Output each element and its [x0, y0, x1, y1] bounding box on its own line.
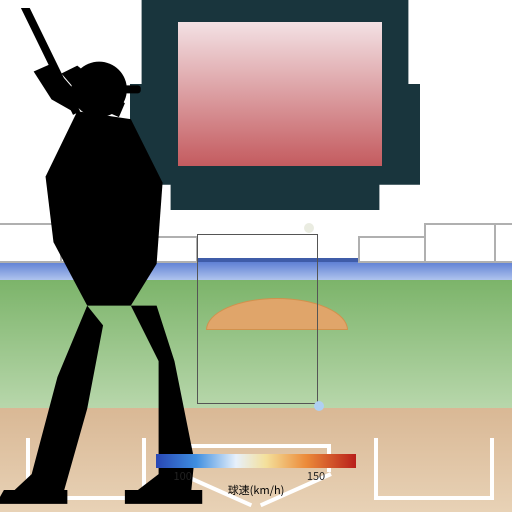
batter-silhouette [0, 8, 230, 504]
pitch-1 [304, 223, 314, 233]
pitch-2 [314, 401, 324, 411]
stands-section [358, 236, 426, 263]
speed-legend: 100 150球速(km/h) [156, 454, 356, 498]
batters-box-right [374, 438, 494, 500]
legend-tick: 150 [307, 468, 325, 484]
stands-section [494, 223, 512, 263]
legend-colorbar [156, 454, 356, 468]
legend-title: 球速(km/h) [156, 482, 356, 498]
legend-tick: 100 [173, 468, 191, 484]
stands-section [424, 223, 496, 263]
pitch-location-chart: 100 150球速(km/h) [0, 0, 512, 512]
